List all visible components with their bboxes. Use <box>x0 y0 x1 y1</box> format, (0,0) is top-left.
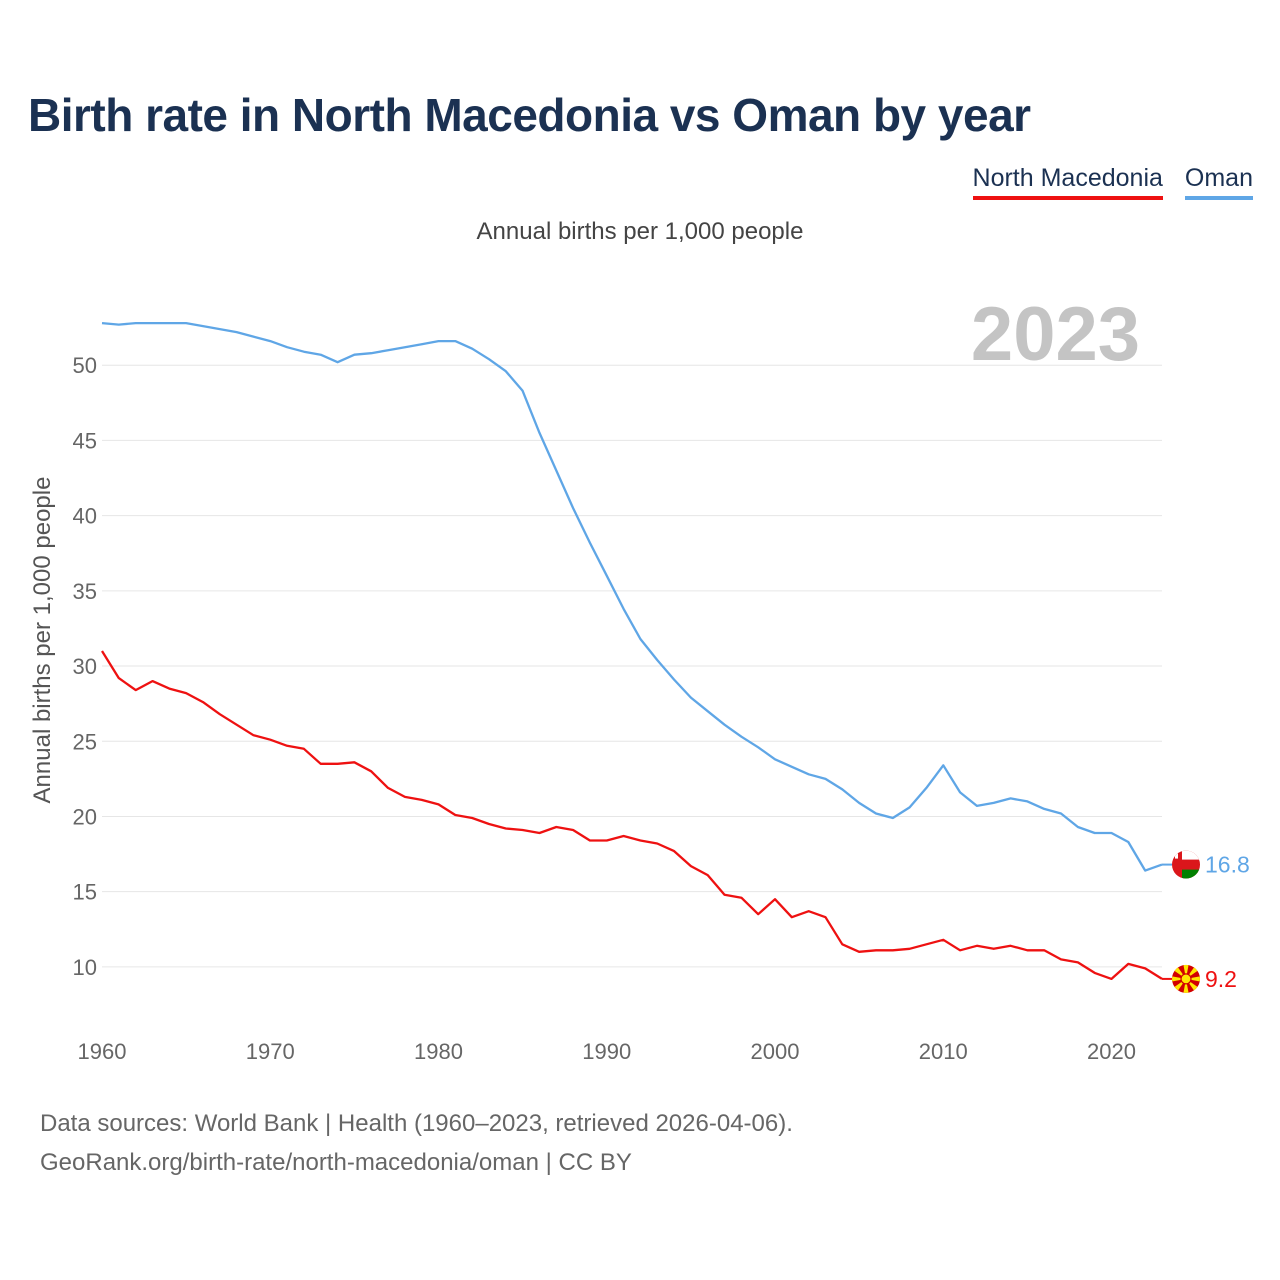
end-value-label-oman: 16.8 <box>1205 852 1250 878</box>
y-tick-label-20: 20 <box>73 804 97 829</box>
end-markers: 9.2 16.8 <box>1162 850 1250 993</box>
x-tick-label-2000: 2000 <box>751 1039 800 1064</box>
y-tick-label-15: 15 <box>73 880 97 905</box>
year-overlay: 2023 <box>971 292 1140 377</box>
series-line-oman <box>101 321 1163 872</box>
y-tick-label-45: 45 <box>73 428 97 453</box>
end-value-label-north-macedonia: 9.2 <box>1205 966 1237 992</box>
x-tick-label-1970: 1970 <box>246 1039 295 1064</box>
y-tick-label-40: 40 <box>73 504 97 529</box>
x-tick-label-2020: 2020 <box>1087 1039 1136 1064</box>
series-line-north-macedonia <box>101 650 1163 981</box>
y-tick-label-30: 30 <box>73 654 97 679</box>
line-chart: 2023 10 15 20 25 30 35 40 45 50 1960 1970 1980 1990… <box>29 292 1250 1064</box>
x-tick-label-2010: 2010 <box>919 1039 968 1064</box>
y-tick-label-50: 50 <box>73 353 97 378</box>
footer-link[interactable]: GeoRank.org/birth-rate/north-macedonia/o… <box>40 1149 632 1176</box>
chart-title: Birth rate in North Macedonia vs Oman by… <box>28 89 1031 141</box>
oman-flag-icon <box>1172 850 1200 879</box>
chart-subtitle: Annual births per 1,000 people <box>476 218 804 245</box>
x-tick-label-1980: 1980 <box>414 1039 463 1064</box>
y-tick-label-35: 35 <box>73 579 97 604</box>
north-macedonia-flag-icon <box>1172 964 1200 993</box>
footer: Data sources: World Bank | Health (1960–… <box>40 1104 793 1182</box>
x-tick-label-1960: 1960 <box>78 1039 127 1064</box>
x-axis-ticks: 1960 1970 1980 1990 2000 2010 2020 <box>78 1039 1136 1064</box>
y-tick-label-10: 10 <box>73 955 97 980</box>
series-lines <box>101 321 1163 981</box>
footer-sources: Data sources: World Bank | Health (1960–… <box>40 1110 793 1137</box>
y-tick-label-25: 25 <box>73 729 97 754</box>
y-axis-label: Annual births per 1,000 people <box>29 477 56 804</box>
grid-lines <box>102 364 1162 968</box>
legend-item-oman[interactable]: Oman <box>1184 164 1253 200</box>
legend-item-north-macedonia[interactable]: North Macedonia <box>972 164 1163 200</box>
y-axis-ticks: 10 15 20 25 30 35 40 45 50 <box>73 353 97 980</box>
legend: North Macedonia Oman <box>972 164 1253 200</box>
x-tick-label-1990: 1990 <box>582 1039 631 1064</box>
